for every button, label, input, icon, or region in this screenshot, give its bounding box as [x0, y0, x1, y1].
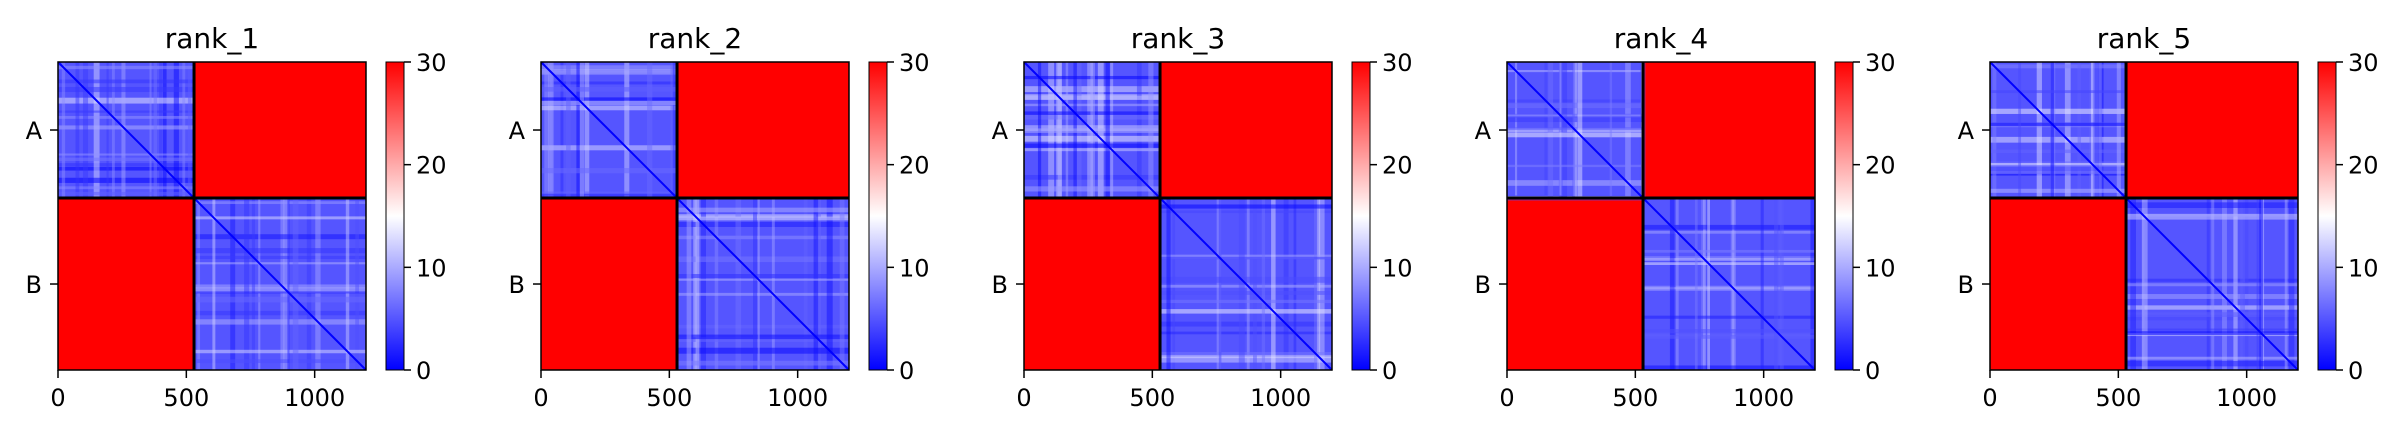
colorbar-tick-label: 0 [899, 357, 914, 385]
chain-block-a [540, 61, 678, 199]
x-tick-label: 1000 [284, 384, 345, 412]
colorbar-tick-label: 10 [2348, 254, 2379, 282]
chain-block-b [1642, 197, 1816, 371]
colorbar-tick-label: 10 [416, 254, 447, 282]
axes-frame [57, 61, 367, 371]
panel-1: rank_1 0 500 1000 A B 0 10 20 30 [26, 22, 447, 412]
chain-label: A [26, 117, 43, 145]
colorbar-tick-label: 20 [2348, 152, 2379, 180]
panel-4: rank_4 0 500 1000 A B 0 10 20 30 [1475, 22, 1896, 412]
colorbar-gradient [2317, 61, 2337, 371]
colorbar-tick-label: 30 [2348, 49, 2379, 77]
x-tick-label: 0 [533, 384, 548, 412]
colorbar-tick-label: 30 [1382, 49, 1413, 77]
x-tick-label: 0 [50, 384, 65, 412]
heatmap [1989, 61, 2299, 371]
chain-label: B [992, 271, 1008, 299]
axes-frame [540, 61, 850, 371]
colorbar: 0 10 20 30 [2317, 49, 2379, 385]
panel-2: rank_2 0 500 1000 A B 0 10 20 30 [509, 22, 930, 412]
colorbar-gradient [1351, 61, 1371, 371]
heatmap [1023, 61, 1333, 371]
chain-block-b [1159, 197, 1333, 371]
chain-label: A [992, 117, 1009, 145]
colorbar-tick-label: 0 [416, 357, 431, 385]
chain-block-a [1989, 61, 2127, 199]
colorbar-tick-label: 30 [416, 49, 447, 77]
chain-block-b [2125, 197, 2299, 371]
chain-label: A [509, 117, 526, 145]
colorbar-gradient [385, 61, 405, 371]
panel-title: rank_1 [165, 22, 259, 55]
panel-title: rank_4 [1614, 22, 1708, 55]
panel-title: rank_3 [1131, 22, 1225, 55]
x-tick-label: 500 [1129, 384, 1175, 412]
colorbar-gradient [1834, 61, 1854, 371]
x-tick-label: 500 [163, 384, 209, 412]
heatmap [57, 61, 367, 371]
chain-label: B [1958, 271, 1974, 299]
colorbar-tick-label: 20 [1382, 152, 1413, 180]
colorbar-tick-label: 0 [2348, 357, 2363, 385]
x-tick-label: 1000 [1733, 384, 1794, 412]
colorbar-tick-label: 30 [899, 49, 930, 77]
heatmap [1506, 61, 1816, 371]
panel-5: rank_5 0 500 1000 A B 0 10 20 30 [1958, 22, 2379, 412]
colorbar-tick-label: 0 [1382, 357, 1397, 385]
x-tick-label: 1000 [1250, 384, 1311, 412]
chain-label: A [1475, 117, 1492, 145]
chain-block-a [57, 61, 195, 199]
chain-block-a [1023, 61, 1161, 199]
colorbar: 0 10 20 30 [385, 49, 447, 385]
heatmap [540, 61, 850, 371]
x-tick-label: 500 [646, 384, 692, 412]
chain-block-b [676, 197, 850, 371]
colorbar: 0 10 20 30 [1351, 49, 1413, 385]
panel-3: rank_3 0 500 1000 A B 0 10 20 30 [992, 22, 1413, 412]
x-tick-label: 0 [1016, 384, 1031, 412]
colorbar-tick-label: 10 [1382, 254, 1413, 282]
chain-block-a [1506, 61, 1646, 201]
chain-label: B [509, 271, 525, 299]
x-tick-label: 1000 [2216, 384, 2277, 412]
x-tick-label: 0 [1982, 384, 1997, 412]
axes-frame [1023, 61, 1333, 371]
axes-frame [1506, 61, 1816, 371]
colorbar-tick-label: 20 [416, 152, 447, 180]
x-tick-label: 0 [1499, 384, 1514, 412]
colorbar-gradient [868, 61, 888, 371]
panel-title: rank_2 [648, 22, 742, 55]
colorbar-tick-label: 20 [899, 152, 930, 180]
x-tick-label: 500 [1612, 384, 1658, 412]
colorbar: 0 10 20 30 [1834, 49, 1896, 385]
chain-label: B [1475, 271, 1491, 299]
panel-title: rank_5 [2097, 22, 2191, 55]
x-tick-label: 500 [2095, 384, 2141, 412]
x-tick-label: 1000 [767, 384, 828, 412]
axes-frame [1989, 61, 2299, 371]
colorbar-tick-label: 20 [1865, 152, 1896, 180]
chain-label: A [1958, 117, 1975, 145]
colorbar: 0 10 20 30 [868, 49, 930, 385]
colorbar-tick-label: 0 [1865, 357, 1880, 385]
colorbar-tick-label: 30 [1865, 49, 1896, 77]
chain-label: B [26, 271, 42, 299]
colorbar-tick-label: 10 [899, 254, 930, 282]
colorbar-tick-label: 10 [1865, 254, 1896, 282]
chain-block-b [193, 197, 367, 371]
